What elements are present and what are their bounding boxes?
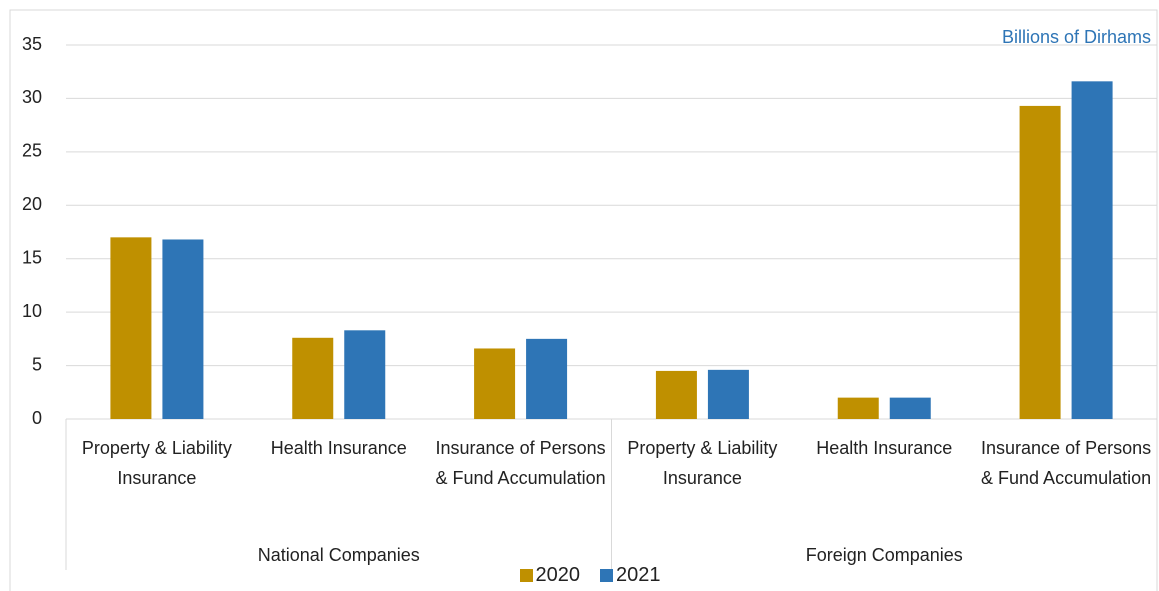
bar — [837, 397, 879, 419]
y-tick-label: 5 — [32, 354, 42, 374]
legend-label: 2021 — [616, 564, 661, 586]
x-tick-label: Insurance of Persons & Fund Accumulation — [981, 438, 1152, 488]
chart-frame — [9, 9, 1158, 591]
y-tick-label: 0 — [32, 408, 42, 428]
unit-annotation: Billions of Dirhams — [1001, 27, 1151, 47]
bar — [889, 397, 931, 419]
bar — [1071, 81, 1113, 420]
bar — [1019, 105, 1061, 419]
bar — [474, 348, 516, 419]
legend-swatch — [519, 569, 533, 582]
y-tick-label: 15 — [22, 247, 42, 267]
y-tick-label: 10 — [22, 301, 42, 321]
bar — [110, 237, 152, 419]
legend: 2020 2021 — [0, 564, 1159, 587]
x-tick-label: Property & Liability Insurance — [627, 438, 778, 488]
y-tick-label: 20 — [22, 194, 42, 214]
x-tick-label: Property & Liability Insurance — [81, 438, 232, 488]
bar — [526, 338, 568, 419]
bar — [707, 369, 749, 419]
y-tick-label: 35 — [22, 34, 42, 54]
x-tick-label: Health Insurance — [270, 438, 407, 458]
group-label: Foreign Companies — [805, 545, 963, 565]
bar — [162, 239, 204, 419]
legend-item: 2021 — [600, 564, 661, 587]
x-tick-label: Insurance of Persons & Fund Accumulation — [435, 438, 606, 488]
bar — [655, 370, 697, 419]
group-label: National Companies — [257, 545, 420, 565]
y-tick-label: 30 — [22, 87, 42, 107]
bar — [292, 337, 334, 419]
legend-label: 2020 — [535, 564, 581, 586]
y-tick-label: 25 — [22, 141, 42, 161]
legend-swatch — [600, 569, 613, 582]
legend-item: 2020 — [519, 564, 581, 587]
bar — [344, 330, 386, 419]
x-tick-label: Health Insurance — [816, 438, 953, 458]
